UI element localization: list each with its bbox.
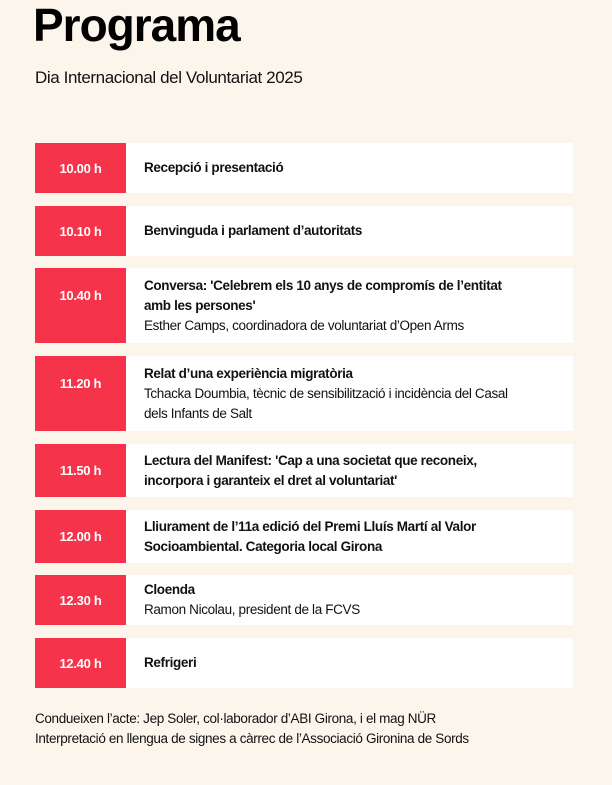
schedule-item: 10.10 h Benvinguda i parlament d’autorit… bbox=[35, 206, 573, 256]
schedule-item: 12.00 h Lliurament de l’11a edició del P… bbox=[35, 510, 573, 563]
schedule-title: Relat d’una experiència migratòria bbox=[144, 365, 353, 381]
schedule-title: Recepció i presentació bbox=[144, 160, 284, 175]
schedule-item: 10.00 h Recepció i presentació bbox=[35, 143, 573, 193]
schedule-item: 10.40 h Conversa: 'Celebrem els 10 anys … bbox=[35, 268, 573, 343]
schedule-time: 12.00 h bbox=[35, 510, 126, 563]
schedule-item: 12.40 h Refrigeri bbox=[35, 638, 573, 688]
schedule-time: 10.10 h bbox=[35, 206, 126, 256]
schedule-time: 12.30 h bbox=[35, 575, 126, 625]
schedule-detail: Tchacka Doumbia, tècnic de sensibilitzac… bbox=[144, 385, 508, 421]
footer-sign-language: Interpretació en llengua de signes a càr… bbox=[35, 731, 469, 746]
schedule-title: Lectura del Manifest: 'Cap a una societa… bbox=[144, 452, 477, 488]
schedule-title: Cloenda bbox=[144, 582, 195, 597]
schedule-time: 11.50 h bbox=[35, 444, 126, 497]
schedule-time: 10.00 h bbox=[35, 143, 126, 193]
schedule-item: 11.50 h Lectura del Manifest: 'Cap a una… bbox=[35, 444, 573, 497]
schedule-item: 12.30 h Cloenda Ramon Nicolau, president … bbox=[35, 575, 573, 625]
schedule-detail: Ramon Nicolau, president de la FCVS bbox=[144, 602, 360, 617]
schedule-title: Benvinguda i parlament d’autoritats bbox=[144, 223, 363, 238]
schedule-title: Refrigeri bbox=[144, 655, 197, 670]
schedule-title: Lliurament de l’11a edició del Premi Llu… bbox=[144, 518, 476, 554]
schedule-time: 12.40 h bbox=[35, 638, 126, 688]
schedule-time: 10.40 h bbox=[35, 268, 126, 343]
schedule-detail: Esther Camps, coordinadora de voluntaria… bbox=[144, 317, 464, 333]
schedule-title: Conversa: 'Celebrem els 10 anys de compr… bbox=[144, 277, 502, 313]
schedule-time: 11.20 h bbox=[35, 356, 126, 431]
footer-hosts: Condueixen l’acte: Jep Soler, col·labora… bbox=[35, 711, 436, 726]
page-subtitle: Dia Internacional del Voluntariat 2025 bbox=[35, 68, 303, 87]
footer-notes: Condueixen l’acte: Jep Soler, col·labora… bbox=[35, 709, 469, 749]
page-title: Programa bbox=[33, 0, 241, 51]
schedule-item: 11.20 h Relat d’una experiència migratòr… bbox=[35, 356, 573, 431]
